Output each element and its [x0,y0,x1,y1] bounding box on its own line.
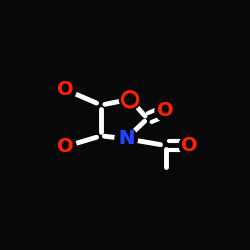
Text: O: O [57,80,74,99]
Text: O: O [57,137,74,156]
Text: O: O [157,101,174,120]
Circle shape [155,100,176,122]
Circle shape [55,136,76,157]
Text: N: N [118,129,134,148]
Circle shape [179,135,200,156]
Text: N: N [118,129,134,148]
Circle shape [120,89,141,110]
Circle shape [115,128,137,150]
Circle shape [116,128,137,149]
Circle shape [55,79,76,100]
Text: O: O [182,136,198,155]
